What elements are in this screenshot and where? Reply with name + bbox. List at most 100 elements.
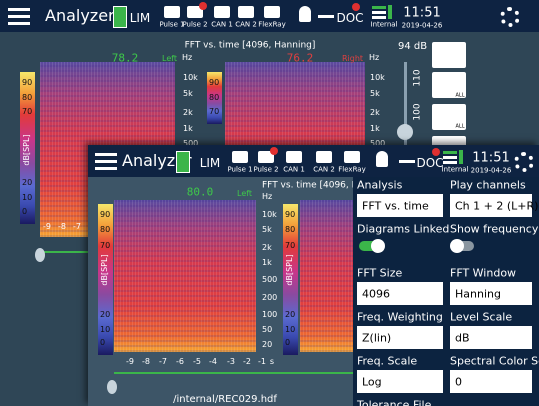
flexray: FlexRay [258, 22, 285, 29]
time-ticks: -4 [209, 358, 217, 366]
scale-ticks: 80 [22, 94, 32, 102]
unit: Hz [369, 54, 379, 62]
usb-icon [399, 160, 415, 163]
status-icon [344, 151, 360, 163]
freq-ticks: 5k [262, 226, 272, 234]
menu-icon[interactable] [95, 160, 117, 163]
menu-icon[interactable] [95, 153, 117, 156]
label: Show frequency [450, 224, 538, 235]
label: Freq. Weighting [357, 312, 443, 323]
time-ticks: -8 [58, 223, 66, 231]
setting-field[interactable] [450, 370, 532, 393]
freq-ticks: 1k [262, 259, 272, 267]
freq-ticks: 1k [370, 125, 380, 133]
plot-title: FFT vs. time [4096, Hanning] [185, 42, 316, 51]
menu-icon[interactable] [95, 167, 117, 170]
scale-label: dB[SPL] [286, 254, 294, 285]
time-ticks: -7 [159, 358, 167, 366]
label: Analysis [357, 180, 402, 191]
mic-icon [376, 151, 388, 167]
pulse1: Pulse 1 [227, 167, 252, 174]
freq-ticks: 50 [262, 326, 272, 334]
pulse1: Pulse 1 [159, 22, 184, 29]
label: Tolerance File [357, 400, 431, 406]
value: FFT vs. time [362, 201, 429, 212]
menu-icon[interactable] [8, 15, 30, 18]
scale-ticks: 90 [285, 211, 295, 219]
status-icon [238, 6, 254, 18]
scale-ticks: 10 [22, 194, 32, 202]
label: Play channels [450, 180, 526, 191]
freq-ticks: 10k [370, 74, 385, 82]
time-ticks: -8 [142, 358, 150, 366]
can1: CAN 1 [211, 22, 233, 29]
usb-icon [318, 15, 334, 18]
storage: Internal [371, 22, 398, 29]
freq-ticks: 5k [370, 90, 380, 98]
time-slider [114, 372, 354, 374]
time-ticks: -2 [243, 358, 251, 366]
level-bar [388, 5, 392, 19]
unit: Hz [262, 193, 272, 201]
time-ticks: -9 [43, 223, 51, 231]
date: 2019-04-26 [402, 23, 443, 30]
time-ticks: -5 [193, 358, 201, 366]
label: FFT Size [357, 268, 402, 279]
tool-button[interactable] [432, 42, 466, 68]
label: FFT Window [450, 268, 516, 279]
reading: 76.2 [287, 53, 314, 64]
settings-icon[interactable] [500, 7, 520, 27]
slider-handle[interactable] [35, 248, 45, 262]
value: 4096 [362, 289, 390, 300]
pulse2: Pulse 2 [253, 167, 278, 174]
scale-label: dB[SPL] [23, 134, 31, 165]
scale-ticks: 80 [100, 226, 110, 234]
label: Freq. Scale [357, 356, 417, 367]
time-ticks: -6 [176, 358, 184, 366]
date: 2019-04-26 [471, 168, 512, 175]
status-icon [286, 151, 302, 163]
value: 0 [455, 377, 462, 388]
freq-ticks: 2k [370, 109, 380, 117]
scale-ticks: 20 [22, 179, 32, 187]
level-bar [372, 6, 386, 9]
scale-ticks: 90 [209, 79, 219, 87]
lim: LIM [130, 12, 151, 24]
scale-ticks: 70 [285, 242, 295, 250]
value: dB [455, 333, 470, 344]
freq-ticks: 2k [183, 109, 193, 117]
label: Spectral Color Set [450, 356, 539, 367]
level-bar [443, 156, 457, 159]
value: Log [362, 377, 382, 388]
freq-ticks: 10k [183, 74, 198, 82]
menu-icon[interactable] [8, 22, 30, 25]
scale-ticks: 10 [285, 326, 295, 334]
battery-icon [113, 6, 127, 28]
scale-ticks: 80 [285, 226, 295, 234]
freq-ticks: 1k [183, 125, 193, 133]
label: Level Scale [450, 312, 512, 323]
value: Hanning [455, 289, 501, 300]
time-ticks: -3 [227, 358, 235, 366]
settings-icon[interactable] [514, 152, 534, 172]
scale-ticks: 80 [209, 94, 219, 102]
can1: CAN 1 [283, 167, 305, 174]
menu-icon[interactable] [8, 8, 30, 11]
volume-knob[interactable] [397, 124, 413, 140]
label: Diagrams Linked [357, 224, 449, 235]
freq-ticks: 100 [262, 311, 277, 319]
status-icon [214, 6, 230, 18]
level-bar [443, 151, 457, 154]
scale-ticks: 10 [100, 326, 110, 334]
scale-ticks: 90 [22, 79, 32, 87]
scale-ticks: 90 [100, 211, 110, 219]
pulse2: Pulse 2 [182, 22, 207, 29]
reading: 78.2 [112, 53, 139, 64]
doc: DOC [416, 157, 443, 169]
scale-label: dB[SPL] [101, 254, 109, 285]
doc: DOC [336, 12, 363, 24]
channel: Left [237, 190, 252, 198]
can2: CAN 2 [313, 167, 335, 174]
freq-ticks: 5k [183, 90, 193, 98]
slider-handle[interactable] [107, 380, 117, 394]
